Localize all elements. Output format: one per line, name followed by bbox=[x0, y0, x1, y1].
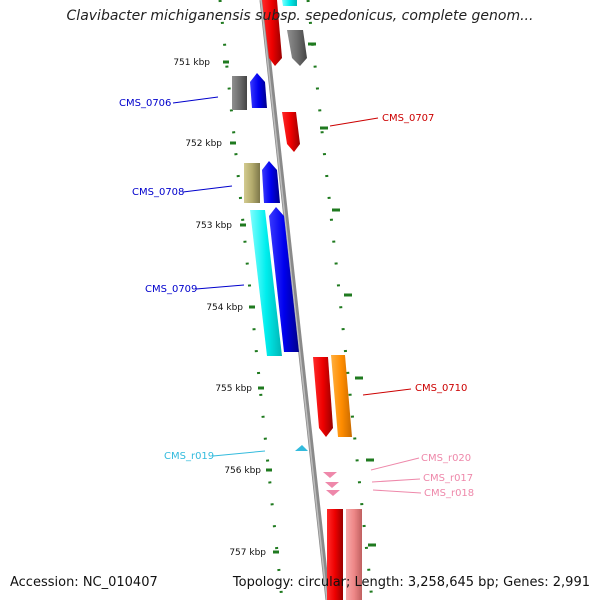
gene-r019[interactable] bbox=[295, 445, 308, 451]
leader-r020 bbox=[370, 457, 420, 471]
ruler-label-755: 755 kbp bbox=[215, 384, 252, 394]
ruler-label-756: 756 kbp bbox=[224, 466, 261, 476]
label-cms-0706[interactable]: CMS_0706 bbox=[119, 98, 171, 109]
gene-bottom-red[interactable] bbox=[327, 509, 343, 600]
leader-r017 bbox=[371, 478, 421, 483]
gene-features bbox=[232, 0, 362, 600]
leader-0708 bbox=[182, 185, 233, 193]
label-cms-0709[interactable]: CMS_0709 bbox=[145, 284, 197, 295]
leader-0707 bbox=[329, 117, 379, 127]
gene-0709[interactable] bbox=[269, 207, 299, 352]
gene-top-gray[interactable] bbox=[287, 30, 307, 66]
gene-0707[interactable] bbox=[282, 112, 300, 152]
label-cms-0707[interactable]: CMS_0707 bbox=[382, 113, 434, 124]
leader-0706 bbox=[172, 96, 219, 104]
gene-top-red[interactable] bbox=[262, 0, 282, 66]
label-cms-r019[interactable]: CMS_r019 bbox=[164, 451, 214, 462]
leader-r019 bbox=[212, 450, 266, 457]
genome-backbone-highlight bbox=[260, 0, 328, 600]
gene-0708-olive[interactable] bbox=[244, 163, 260, 203]
ruler-major-ticks bbox=[223, 42, 376, 554]
gene-0708[interactable] bbox=[262, 161, 280, 203]
gene-r017[interactable] bbox=[325, 482, 339, 488]
label-cms-r017[interactable]: CMS_r017 bbox=[423, 473, 473, 484]
leader-0710 bbox=[362, 388, 412, 396]
gene-r018[interactable] bbox=[326, 490, 340, 496]
genome-backbone bbox=[259, 0, 331, 600]
label-cms-0710[interactable]: CMS_0710 bbox=[415, 383, 467, 394]
gene-0710-red[interactable] bbox=[313, 357, 333, 437]
gene-r020[interactable] bbox=[323, 472, 337, 478]
leader-r018 bbox=[372, 489, 422, 494]
gene-bottom-salmon[interactable] bbox=[346, 509, 362, 600]
accession-text: Accession: NC_010407 bbox=[10, 575, 158, 590]
leader-0709 bbox=[195, 284, 245, 290]
gene-0706-gray[interactable] bbox=[232, 76, 247, 110]
ruler-label-757: 757 kbp bbox=[229, 548, 266, 558]
ruler-label-753: 753 kbp bbox=[195, 221, 232, 231]
label-cms-r018[interactable]: CMS_r018 bbox=[424, 488, 474, 499]
gene-0709-cyan[interactable] bbox=[250, 210, 282, 356]
gene-0706[interactable] bbox=[250, 73, 267, 108]
ruler-label-752: 752 kbp bbox=[185, 139, 222, 149]
map-title: Clavibacter michiganensis subsp. sepedon… bbox=[66, 8, 534, 24]
ruler-label-754: 754 kbp bbox=[206, 303, 243, 313]
label-cms-0708[interactable]: CMS_0708 bbox=[132, 187, 184, 198]
label-cms-r020[interactable]: CMS_r020 bbox=[421, 453, 471, 464]
ruler-label-751: 751 kbp bbox=[173, 58, 210, 68]
gene-0710-orange[interactable] bbox=[331, 355, 352, 437]
genome-summary-text: Topology: circular; Length: 3,258,645 bp… bbox=[232, 575, 590, 590]
gene-top-cyan[interactable] bbox=[282, 0, 297, 6]
